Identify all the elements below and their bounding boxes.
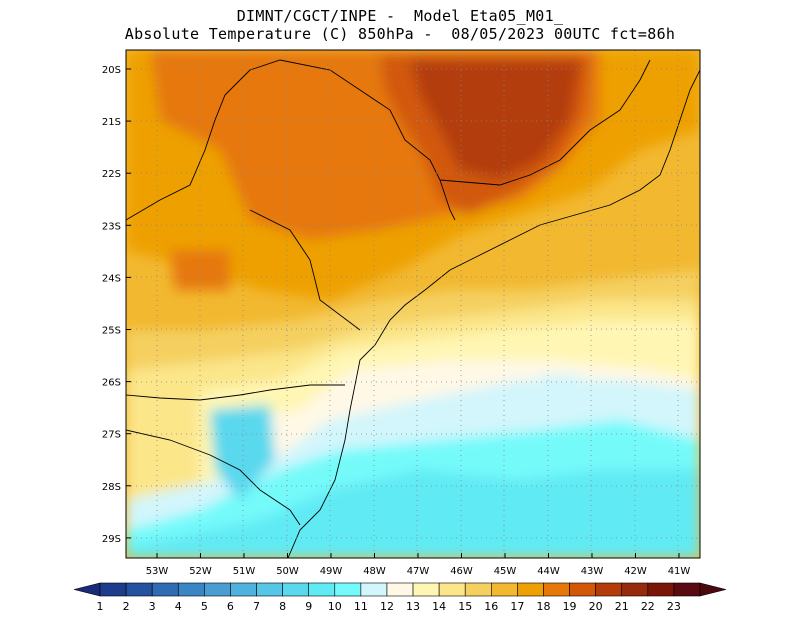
- colorbar-right-arrow: [699, 582, 727, 597]
- lat-label-23S: 23S: [102, 221, 121, 232]
- lon-label-49W: 49W: [320, 566, 343, 577]
- lon-label-44W: 44W: [537, 566, 560, 577]
- lat-label-25S: 25S: [102, 326, 121, 337]
- lon-label-46W: 46W: [450, 566, 473, 577]
- lon-label-41W: 41W: [668, 566, 691, 577]
- colorbar-label-10: 10: [328, 600, 342, 613]
- colorbar-label-9: 9: [305, 600, 312, 613]
- colorbar-swatch-14: [438, 582, 466, 597]
- colorbar-label-22: 22: [641, 600, 655, 613]
- lon-label-42W: 42W: [624, 566, 647, 577]
- lat-label-26S: 26S: [102, 378, 121, 389]
- lat-label-28S: 28S: [102, 482, 121, 493]
- chart-title-line1: DIMNT/CGCT/INPE - Model Eta05_M01_: [236, 7, 564, 25]
- lat-label-20S: 20S: [102, 65, 121, 76]
- colorbar-label-14: 14: [432, 600, 446, 613]
- colorbar-swatch-22: [647, 582, 675, 597]
- lon-label-48W: 48W: [363, 566, 386, 577]
- colorbar-swatch-4: [177, 582, 205, 597]
- state-border-mg: [439, 59, 651, 186]
- coastline: [287, 69, 700, 558]
- colorbar-label-8: 8: [279, 600, 286, 613]
- colorbar-swatch-20: [595, 582, 623, 597]
- lon-label-50W: 50W: [276, 566, 299, 577]
- field-band-20: [410, 60, 580, 180]
- lat-label-24S: 24S: [102, 273, 121, 284]
- colorbar-label-20: 20: [589, 600, 603, 613]
- colorbar-label-15: 15: [458, 600, 472, 613]
- colorbar-swatch-13: [412, 582, 440, 597]
- colorbar-label-19: 19: [563, 600, 577, 613]
- colorbar-swatch-3: [151, 582, 179, 597]
- colorbar-swatch-23: [673, 582, 701, 597]
- temperature-field: [126, 50, 700, 558]
- colorbar-label-16: 16: [484, 600, 498, 613]
- colorbar-label-12: 12: [380, 600, 394, 613]
- colorbar-swatch-8: [282, 582, 309, 597]
- lon-label-43W: 43W: [581, 566, 604, 577]
- grid-lines: [126, 50, 700, 558]
- colorbar-label-1: 1: [97, 600, 104, 613]
- chart-title-line2: Absolute Temperature (C) 850hPa - 08/05/…: [124, 25, 676, 43]
- country-border: [126, 429, 301, 526]
- latitude-axis: 20S 21S 22S 23S 24S 25S 26S 27S 28S 29S: [102, 65, 131, 545]
- lat-label-22S: 22S: [102, 169, 121, 180]
- colorbar-label-17: 17: [510, 600, 524, 613]
- lon-label-47W: 47W: [407, 566, 430, 577]
- colorbar-swatch-6: [230, 582, 257, 597]
- colorbar-swatch-2: [125, 582, 153, 597]
- lon-label-51W: 51W: [233, 566, 256, 577]
- colorbar-label-11: 11: [354, 600, 368, 613]
- colorbar-swatch-11: [360, 582, 388, 597]
- colorbar-label-5: 5: [201, 600, 208, 613]
- colorbar-swatch-17: [517, 582, 544, 597]
- colorbar-swatch-21: [621, 582, 649, 597]
- map-frame: [125, 49, 701, 559]
- colorbar-label-13: 13: [406, 600, 420, 613]
- field-patch-8: [210, 405, 275, 500]
- colorbar-swatch-9: [308, 582, 336, 597]
- field-patch-11: [540, 375, 580, 395]
- colorbar-swatch-10: [334, 582, 362, 597]
- colorbar: 1 2 3 4 5 6 7 8 9 10 11 12 13 14 15 16 17 18 19 20 21 22 23: [73, 582, 727, 613]
- state-border-sc: [126, 384, 345, 401]
- colorbar-swatch-16: [491, 582, 518, 597]
- colorbar-swatch-7: [256, 582, 283, 597]
- colorbar-label-23: 23: [667, 600, 681, 613]
- lat-label-27S: 27S: [102, 430, 121, 441]
- longitude-axis: 53W 52W 51W 50W 49W 48W 47W 46W 45W 44W 43W 42W 41W: [146, 553, 691, 577]
- state-border-north: [126, 59, 456, 221]
- colorbar-swatch-18: [543, 582, 570, 597]
- lat-label-21S: 21S: [102, 117, 121, 128]
- coastlines-and-borders: [126, 59, 700, 558]
- lat-label-29S: 29S: [102, 534, 121, 545]
- colorbar-swatch-1: [99, 582, 127, 597]
- colorbar-label-6: 6: [227, 600, 234, 613]
- colorbar-label-18: 18: [536, 600, 550, 613]
- colorbar-swatch-15: [464, 582, 492, 597]
- colorbar-swatch-5: [204, 582, 231, 597]
- field-band-9: [126, 470, 700, 558]
- colorbar-swatch-12: [386, 582, 414, 597]
- colorbar-label-21: 21: [615, 600, 629, 613]
- colorbar-left-arrow: [73, 582, 101, 597]
- colorbar-label-3: 3: [149, 600, 156, 613]
- colorbar-swatch-19: [569, 582, 596, 597]
- state-border-pr: [249, 209, 361, 331]
- colorbar-label-4: 4: [175, 600, 182, 613]
- lon-label-53W: 53W: [146, 566, 169, 577]
- colorbar-label-2: 2: [123, 600, 130, 613]
- lon-label-45W: 45W: [494, 566, 517, 577]
- lon-label-52W: 52W: [189, 566, 212, 577]
- colorbar-label-7: 7: [253, 600, 260, 613]
